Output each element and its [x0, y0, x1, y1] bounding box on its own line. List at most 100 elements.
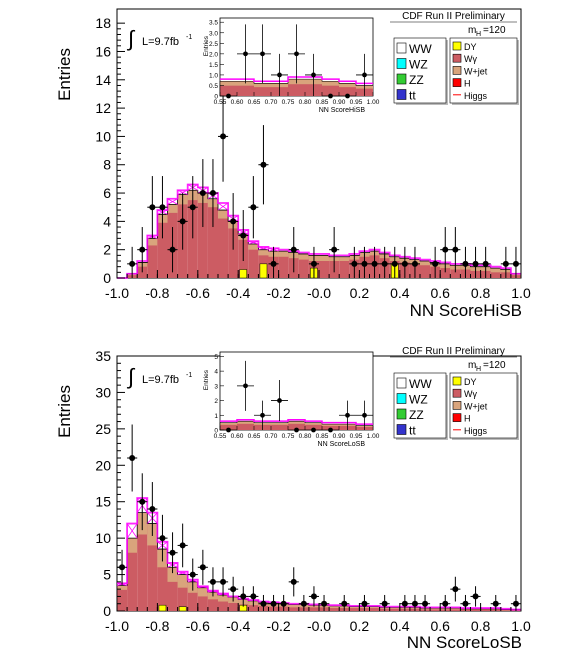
data-point: [290, 578, 297, 585]
inset-data-point: [362, 72, 367, 78]
wgamma-bar: [207, 198, 218, 278]
x-tick-label: 0.8: [471, 618, 491, 634]
data-point: [442, 246, 449, 253]
y-tick-label: 0: [103, 603, 111, 619]
data-point: [361, 260, 368, 267]
mass-label: m: [468, 25, 476, 36]
wgamma-bar: [207, 592, 218, 611]
y-tick-label: 0: [103, 270, 111, 286]
inset-data-point: [328, 93, 333, 99]
wjet-bar: [339, 256, 350, 262]
data-point: [220, 578, 227, 585]
wgamma-bar: [248, 244, 259, 278]
y-tick-label: 14: [95, 72, 111, 88]
data-point: [189, 204, 196, 211]
wjet-bar: [278, 251, 289, 257]
wgamma-bar: [369, 606, 380, 611]
data-point: [512, 260, 519, 267]
y-axis-label: Entries: [55, 48, 74, 101]
data-point: [220, 133, 227, 140]
data-point: [442, 600, 449, 607]
y-tick-label: 16: [95, 43, 111, 59]
x-tick-label: 0.4: [390, 285, 410, 301]
data-point: [300, 600, 307, 607]
x-tick-label: -0.8: [145, 285, 169, 301]
wjet-bar: [127, 538, 138, 553]
inset-x-tick-label: 0.60: [231, 99, 244, 106]
data-point: [280, 600, 287, 607]
inset-x-tick-label: 0.55: [214, 99, 227, 106]
data-point: [260, 161, 267, 168]
legend-swatch: [396, 377, 407, 389]
wgamma-bar: [278, 251, 289, 278]
wgamma-bar: [147, 523, 158, 611]
wgamma-bar: [389, 607, 400, 611]
legend-swatch: [396, 408, 407, 420]
inset-wjet-bar: [220, 422, 237, 425]
inset-x-tick-label: 0.55: [214, 433, 227, 440]
data-point: [351, 260, 358, 267]
x-tick-label: -0.2: [267, 285, 291, 301]
legend-label: tt: [409, 89, 416, 103]
inset-wgamma-bar: [305, 422, 322, 430]
inset-wjet-bar: [237, 81, 254, 86]
data-point: [199, 564, 206, 571]
y-tick-label: 10: [95, 530, 111, 546]
inset-y-tick-label: 3.5: [209, 20, 218, 27]
data-point: [411, 600, 418, 607]
data-point: [381, 260, 388, 267]
inset-x-tick-label: 0.65: [248, 99, 261, 106]
legend-label: ZZ: [409, 73, 424, 87]
data-point: [462, 260, 469, 267]
wgamma-bar: [197, 587, 208, 611]
wjet-bar: [450, 608, 461, 610]
inset-x-tick-label: 1.00: [367, 433, 380, 440]
data-point: [230, 586, 237, 593]
inset-wjet-bar: [220, 81, 237, 86]
inset-x-tick-label: 1.00: [367, 99, 380, 106]
data-point: [452, 246, 459, 253]
data-point: [209, 578, 216, 585]
inset-frame: [219, 351, 374, 431]
inset-data-point: [277, 398, 282, 403]
legend-label: H: [464, 79, 471, 89]
x-tick-label: -0.6: [186, 285, 210, 301]
legend-swatch: [452, 78, 462, 87]
higgs-hatch: [217, 202, 229, 211]
data-point: [169, 549, 176, 556]
x-axis-label: NN ScoreHiSB: [410, 301, 522, 320]
inset-wjet-bar: [237, 421, 254, 424]
wgamma-bar: [480, 608, 491, 611]
legend-label: WW: [409, 377, 432, 391]
inset-y-tick-label: 0: [214, 94, 218, 101]
data-point: [472, 593, 479, 600]
wgamma-bar: [127, 538, 138, 611]
inset-x-tick-label: 0.90: [333, 433, 346, 440]
dy-bar: [178, 606, 187, 612]
inset-x-tick-label: 0.80: [299, 433, 312, 440]
wjet-bar: [147, 238, 158, 246]
inset-wgamma-bar: [271, 422, 288, 430]
inset-x-axis-label: NN ScoreLoSB: [318, 441, 366, 448]
wgamma-bar: [319, 255, 330, 278]
wgamma-bar: [218, 594, 229, 611]
legend-swatch: [396, 42, 407, 54]
legend-swatch: [396, 424, 407, 435]
inset-wjet-bar: [254, 83, 271, 88]
inset-wjet-bar: [305, 422, 322, 425]
y-tick-label: 25: [95, 421, 111, 437]
legend-label: WW: [409, 42, 432, 56]
data-point: [310, 260, 317, 267]
mass-label: m: [468, 360, 476, 371]
wjet-bar: [298, 253, 309, 260]
inset-x-tick-label: 0.95: [350, 433, 363, 440]
legend-label: tt: [409, 424, 416, 438]
x-tick-label: -0.2: [267, 618, 291, 634]
data-point: [179, 218, 186, 225]
data-point: [179, 542, 186, 549]
inset-data-point: [260, 412, 265, 418]
inset-wgamma-bar: [288, 421, 305, 430]
legend-swatch: [452, 413, 462, 422]
wgamma-bar: [137, 512, 148, 611]
